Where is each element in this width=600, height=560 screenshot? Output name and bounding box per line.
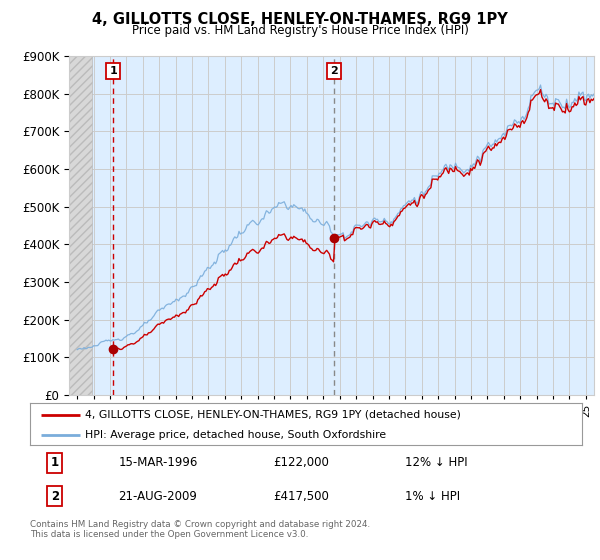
Text: 1% ↓ HPI: 1% ↓ HPI xyxy=(406,490,460,503)
Bar xyxy=(69,56,92,395)
Text: £417,500: £417,500 xyxy=(273,490,329,503)
Text: 2: 2 xyxy=(51,490,59,503)
Text: 1: 1 xyxy=(51,456,59,469)
Text: 4, GILLOTTS CLOSE, HENLEY-ON-THAMES, RG9 1PY: 4, GILLOTTS CLOSE, HENLEY-ON-THAMES, RG9… xyxy=(92,12,508,27)
Text: 4, GILLOTTS CLOSE, HENLEY-ON-THAMES, RG9 1PY (detached house): 4, GILLOTTS CLOSE, HENLEY-ON-THAMES, RG9… xyxy=(85,410,461,420)
Text: HPI: Average price, detached house, South Oxfordshire: HPI: Average price, detached house, Sout… xyxy=(85,430,386,440)
Text: 15-MAR-1996: 15-MAR-1996 xyxy=(118,456,197,469)
Text: 2: 2 xyxy=(330,66,338,76)
Text: 21-AUG-2009: 21-AUG-2009 xyxy=(118,490,197,503)
Text: Contains HM Land Registry data © Crown copyright and database right 2024.
This d: Contains HM Land Registry data © Crown c… xyxy=(30,520,370,539)
Text: Price paid vs. HM Land Registry's House Price Index (HPI): Price paid vs. HM Land Registry's House … xyxy=(131,24,469,36)
Text: 1: 1 xyxy=(110,66,118,76)
Text: 12% ↓ HPI: 12% ↓ HPI xyxy=(406,456,468,469)
Text: £122,000: £122,000 xyxy=(273,456,329,469)
